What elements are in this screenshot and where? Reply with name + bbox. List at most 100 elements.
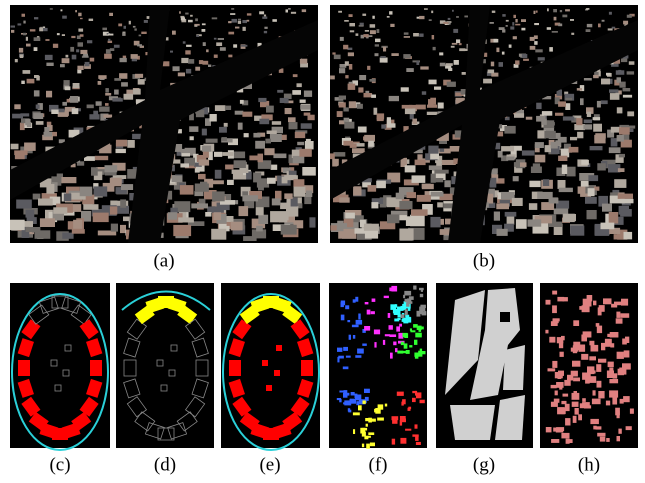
building [482,52,488,57]
building [249,155,262,161]
caption: (b) [473,250,495,271]
building [242,191,248,197]
building [231,169,243,174]
building [121,82,128,87]
building [39,218,55,227]
building [39,27,43,32]
instance-clusters [336,285,427,449]
building [501,191,515,200]
building [146,16,152,19]
building [209,114,217,122]
building [404,165,416,173]
building [348,334,351,340]
building [428,145,439,154]
building [444,180,451,188]
building [77,42,83,47]
building [436,132,449,141]
building [415,441,421,445]
building [227,179,234,185]
building [596,364,602,372]
building [56,108,65,113]
building [141,31,147,34]
building [17,338,34,358]
building [343,346,348,351]
building [409,345,413,348]
building [586,295,593,302]
building [368,140,374,147]
building [80,17,83,20]
building [410,330,416,333]
building [10,219,25,231]
building [292,74,298,78]
building [337,356,340,363]
building [542,96,552,100]
building [196,35,199,37]
building [376,29,380,33]
building [17,378,34,398]
building [497,150,503,158]
building [339,197,350,203]
building [593,300,597,306]
building [618,153,625,158]
building [419,399,425,404]
building [348,101,357,109]
building [14,104,21,110]
building [561,335,565,341]
building [495,124,503,129]
building [25,227,41,232]
caption: (c) [49,454,70,475]
building [189,136,194,141]
building [89,114,100,120]
building [336,111,343,117]
building [340,314,345,321]
building [420,304,426,309]
building [608,11,612,15]
building [162,61,170,67]
building [179,185,194,195]
building [243,236,257,241]
building [233,44,238,48]
building [351,324,359,328]
building [447,21,451,25]
building [618,205,629,215]
building [408,296,414,300]
building [387,172,401,183]
building [452,9,454,12]
building [132,25,136,28]
building [84,61,90,67]
building [400,87,409,92]
building [551,31,558,33]
building [86,338,103,358]
building [37,103,43,110]
building [565,418,571,426]
building [362,329,366,333]
building [56,33,60,36]
building [184,396,206,418]
region-outline [222,293,320,451]
building [62,15,67,19]
building [65,54,69,58]
building [232,396,252,417]
building [271,121,282,125]
building [72,83,80,88]
building [388,95,399,102]
building [20,113,30,117]
building [395,192,405,200]
building [611,26,616,29]
building [601,342,606,351]
building [349,30,355,33]
building [290,11,297,14]
building [621,298,629,306]
building [365,423,368,427]
building [355,319,363,325]
building [544,130,556,139]
building [57,110,69,117]
building [579,306,583,310]
building [220,200,235,205]
building [397,350,404,354]
building [554,97,560,105]
building [266,130,277,134]
building [244,201,255,209]
building [586,210,597,220]
building [260,100,270,108]
